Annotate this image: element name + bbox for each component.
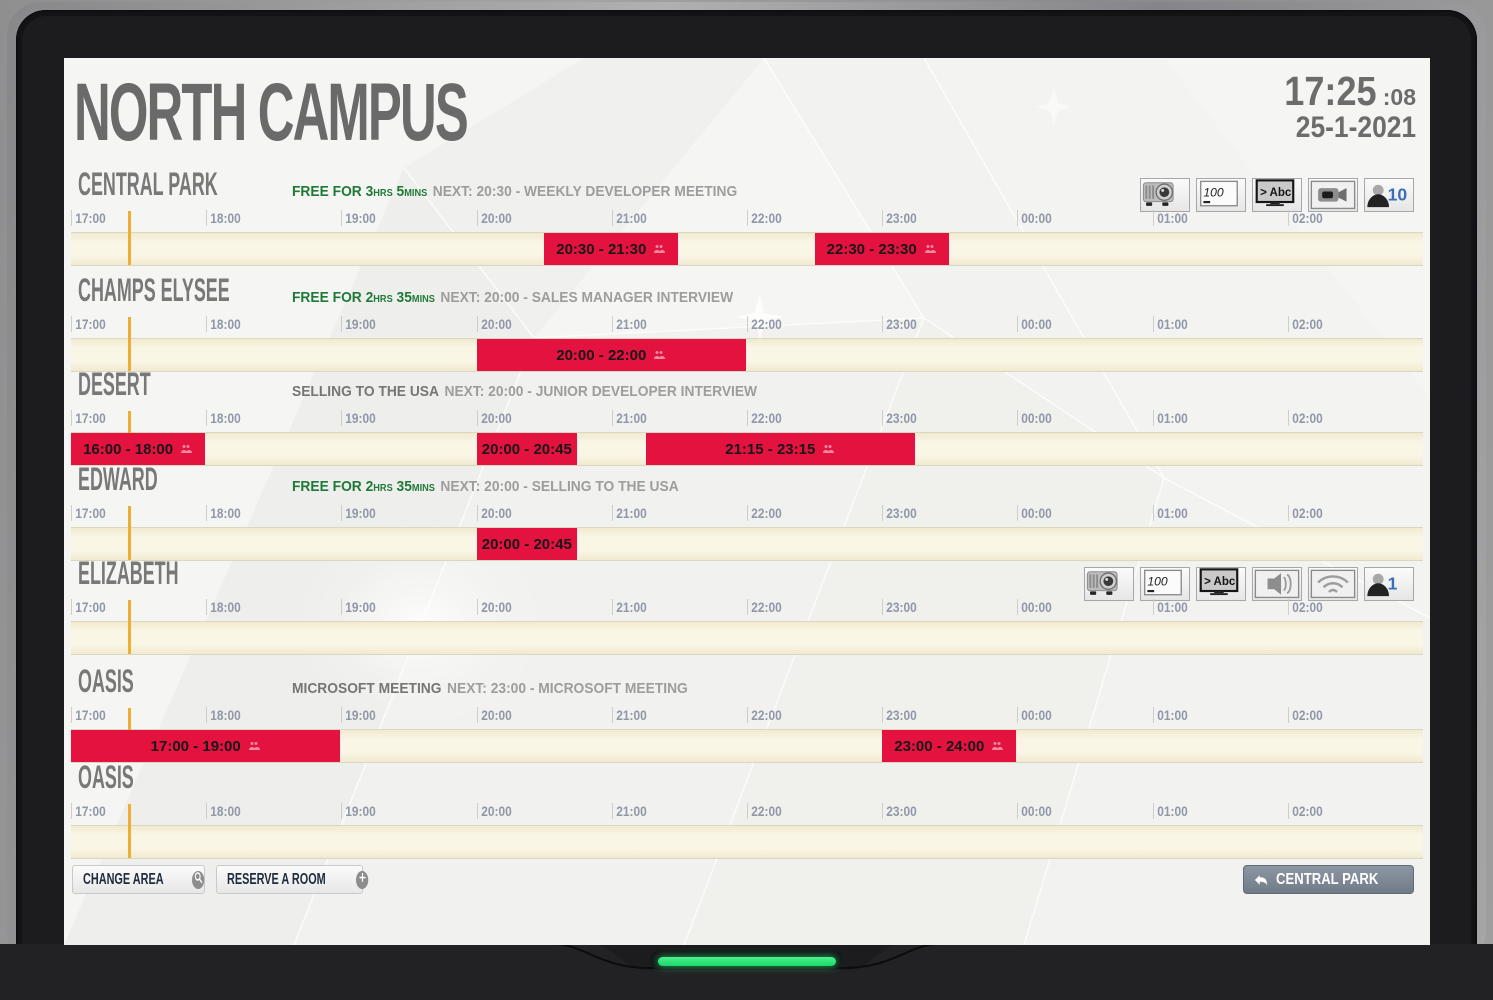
svg-text:1: 1 [1388, 573, 1398, 593]
svg-text:> Abc: > Abc [1260, 187, 1292, 199]
svg-text:> Abc: > Abc [1204, 576, 1236, 588]
svg-text:100: 100 [1147, 574, 1168, 588]
svg-text:100: 100 [1203, 185, 1224, 199]
svg-text:10: 10 [1388, 184, 1408, 204]
